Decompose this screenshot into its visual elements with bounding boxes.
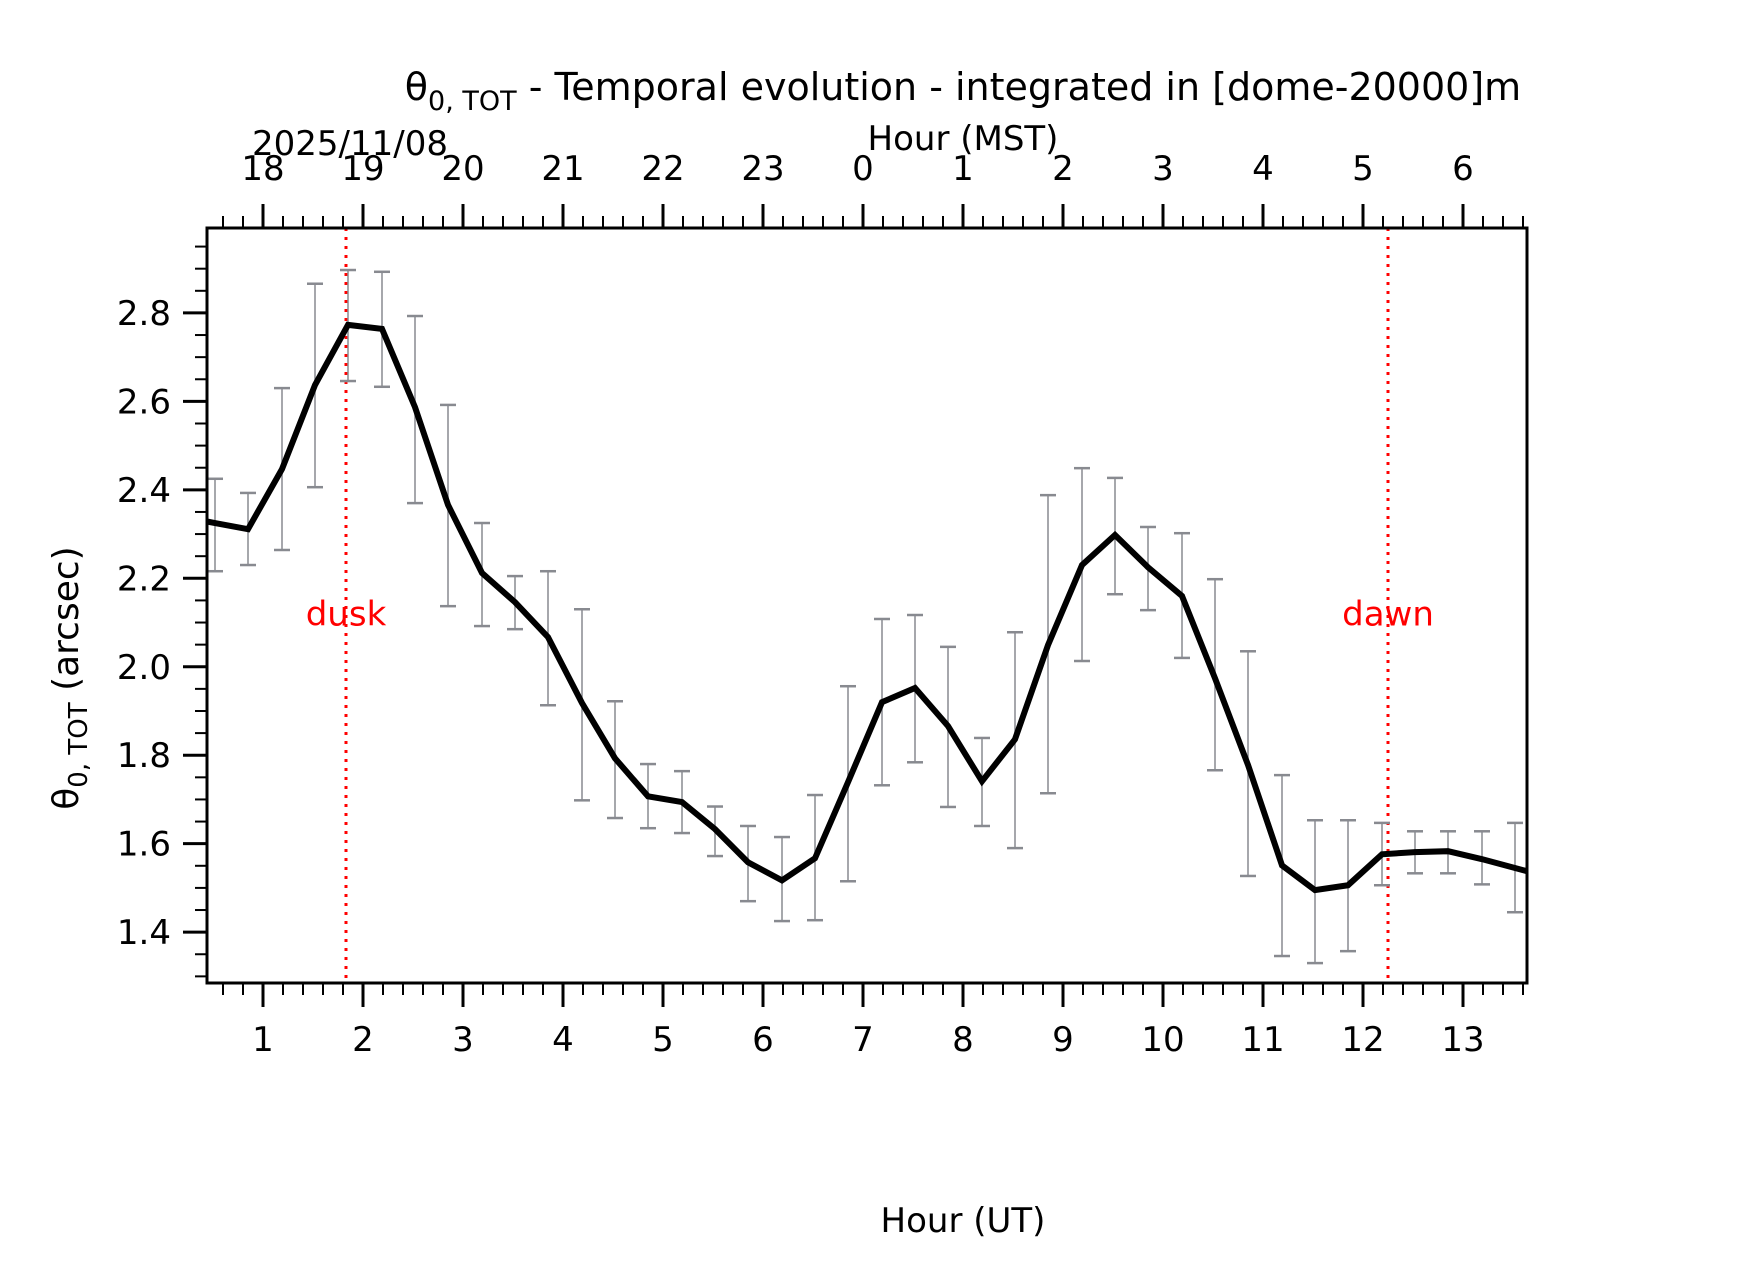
top-x-axis-title: Hour (MST) [868, 119, 1059, 159]
y-tick-label: 1.6 [117, 825, 171, 865]
x-tick-label: 12 [1341, 1020, 1384, 1060]
y-axis-title: θ0, TOT (arcsec) [46, 546, 94, 809]
y-tick-label: 1.8 [117, 736, 171, 776]
svg-text:θ0, TOT (arcsec): θ0, TOT (arcsec) [46, 546, 94, 809]
date-label: 2025/11/08 [252, 124, 448, 164]
top-x-tick-label: 19 [341, 149, 384, 189]
y-title-symbol: θ [46, 788, 87, 810]
svg-text:θ0, TOT - Temporal evolution -: θ0, TOT - Temporal evolution - integrate… [405, 65, 1521, 117]
top-x-tick-label: 2 [1052, 149, 1074, 189]
x-tick-label: 5 [652, 1020, 674, 1060]
x-tick-label: 2 [352, 1020, 374, 1060]
y-tick-label: 2.6 [117, 382, 171, 422]
plot-frame [205, 226, 1529, 985]
error-bars [207, 268, 1523, 965]
x-tick-label: 7 [852, 1020, 874, 1060]
x-tick-label: 8 [952, 1020, 974, 1060]
x-tick-label: 3 [452, 1020, 474, 1060]
series-lines [206, 321, 1528, 894]
top-x-tick-label: 18 [241, 149, 284, 189]
y-title-subscript: 0, TOT [64, 702, 94, 787]
series-line [206, 321, 1528, 894]
x-tick-label: 10 [1141, 1020, 1184, 1060]
top-x-tick-label: 5 [1352, 149, 1374, 189]
title-subscript: 0, TOT [428, 86, 517, 117]
dusk-label: dusk [306, 595, 387, 635]
x-tick-label: 6 [752, 1020, 774, 1060]
x-tick-label: 11 [1241, 1020, 1284, 1060]
top-x-tick-label: 1 [952, 149, 974, 189]
title-symbol: θ [405, 65, 428, 109]
top-x-tick-label: 3 [1152, 149, 1174, 189]
y-tick-label: 1.4 [117, 913, 171, 953]
top-x-tick-label: 0 [852, 149, 874, 189]
x-axis-title: Hour (UT) [881, 1201, 1046, 1241]
top-x-tick-label: 4 [1252, 149, 1274, 189]
x-tick-label: 9 [1052, 1020, 1074, 1060]
dawn-label: dawn [1342, 595, 1434, 635]
x-tick-label: 1 [252, 1020, 274, 1060]
chart-title: θ0, TOT - Temporal evolution - integrate… [405, 65, 1521, 117]
x-tick-label: 13 [1441, 1020, 1484, 1060]
title-text: - Temporal evolution - integrated in [do… [517, 65, 1522, 109]
top-x-tick-label: 23 [741, 149, 784, 189]
top-x-tick-label: 21 [541, 149, 584, 189]
y-tick-label: 2.8 [117, 294, 171, 334]
y-title-text: (arcsec) [46, 546, 87, 702]
top-x-tick-label: 6 [1452, 149, 1474, 189]
y-tick-label: 2.0 [117, 648, 171, 688]
annotations: dusk dawn [306, 228, 1434, 983]
top-x-tick-label: 22 [641, 149, 684, 189]
top-x-tick-label: 20 [441, 149, 484, 189]
y-tick-label: 2.4 [117, 471, 171, 511]
y-tick-label: 2.2 [117, 559, 171, 599]
x-tick-label: 4 [552, 1020, 574, 1060]
